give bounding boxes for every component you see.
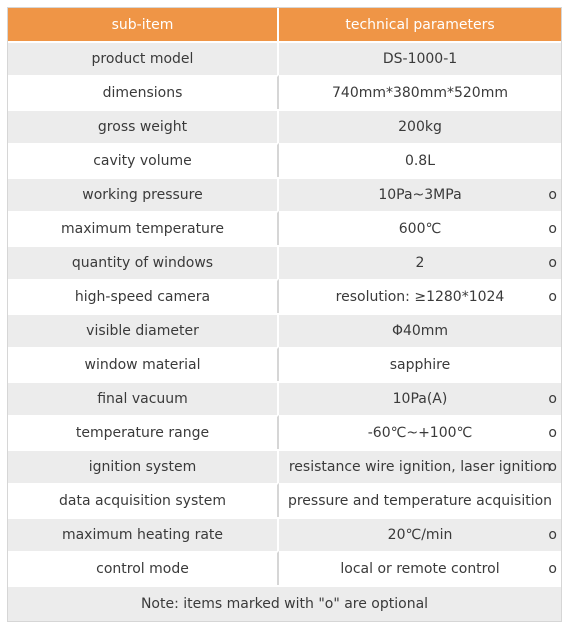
- row-label: maximum heating rate: [8, 517, 279, 551]
- row-label: control mode: [8, 551, 279, 585]
- row-value: -60℃~+100℃: [367, 425, 473, 441]
- optional-mark: o: [548, 289, 557, 305]
- row-label: visible diameter: [8, 313, 279, 347]
- row-value-cell: DS-1000-1: [279, 41, 561, 75]
- row-value: 740mm*380mm*520mm: [332, 85, 508, 101]
- row-label: maximum temperature: [8, 211, 279, 245]
- row-value: resistance wire ignition, laser ignition: [288, 459, 552, 475]
- optional-mark: o: [548, 527, 557, 543]
- row-label: dimensions: [8, 75, 279, 109]
- table-row: data acquisition system pressure and tem…: [8, 483, 561, 517]
- row-value-cell: local or remote control o: [279, 551, 561, 585]
- row-value-cell: 20℃/min o: [279, 517, 561, 551]
- table-row: maximum heating rate 20℃/min o: [8, 517, 561, 551]
- row-value: 10Pa~3MPa: [378, 187, 462, 203]
- row-label: ignition system: [8, 449, 279, 483]
- row-label: data acquisition system: [8, 483, 279, 517]
- row-value: sapphire: [389, 357, 451, 373]
- table-row: ignition system resistance wire ignition…: [8, 449, 561, 483]
- optional-mark: o: [548, 187, 557, 203]
- row-value-cell: 0.8L: [279, 143, 561, 177]
- row-label: working pressure: [8, 177, 279, 211]
- table-row: maximum temperature 600℃ o: [8, 211, 561, 245]
- table-row: window material sapphire: [8, 347, 561, 381]
- optional-mark: o: [548, 459, 557, 475]
- table-row: high-speed camera resolution: ≥1280*1024…: [8, 279, 561, 313]
- row-value: 0.8L: [404, 153, 436, 169]
- table-row: visible diameter Φ40mm: [8, 313, 561, 347]
- table-row: cavity volume 0.8L: [8, 143, 561, 177]
- table-row: dimensions 740mm*380mm*520mm: [8, 75, 561, 109]
- row-value: local or remote control: [340, 561, 500, 577]
- row-value-cell: 600℃ o: [279, 211, 561, 245]
- row-value-cell: -60℃~+100℃ o: [279, 415, 561, 449]
- optional-note: Note: items marked with "o" are optional: [8, 585, 561, 621]
- spec-body: product model DS-1000-1 dimensions 740mm…: [8, 41, 561, 621]
- row-label: high-speed camera: [8, 279, 279, 313]
- row-label: quantity of windows: [8, 245, 279, 279]
- optional-mark: o: [548, 255, 557, 271]
- table-row: control mode local or remote control o: [8, 551, 561, 585]
- row-label: cavity volume: [8, 143, 279, 177]
- table-row: product model DS-1000-1: [8, 41, 561, 75]
- row-label: gross weight: [8, 109, 279, 143]
- optional-mark: o: [548, 391, 557, 407]
- row-label: final vacuum: [8, 381, 279, 415]
- optional-mark: o: [548, 221, 557, 237]
- note-row: Note: items marked with "o" are optional: [8, 585, 561, 621]
- row-value: 20℃/min: [387, 527, 453, 543]
- row-value: Φ40mm: [391, 323, 449, 339]
- row-value: 10Pa(A): [392, 391, 448, 407]
- row-value-cell: resistance wire ignition, laser ignition…: [279, 449, 561, 483]
- row-value: DS-1000-1: [382, 51, 458, 67]
- row-label: temperature range: [8, 415, 279, 449]
- row-value-cell: 740mm*380mm*520mm: [279, 75, 561, 109]
- table-row: gross weight 200kg: [8, 109, 561, 143]
- header-sub-item: sub-item: [8, 8, 279, 41]
- row-value-cell: Φ40mm: [279, 313, 561, 347]
- row-value: resolution: ≥1280*1024: [335, 289, 505, 305]
- table-row: final vacuum 10Pa(A) o: [8, 381, 561, 415]
- optional-mark: o: [548, 425, 557, 441]
- header-row: sub-item technical parameters: [8, 8, 561, 41]
- row-value-cell: sapphire: [279, 347, 561, 381]
- optional-mark: o: [548, 561, 557, 577]
- row-value: 2: [415, 255, 425, 271]
- row-value-cell: 10Pa~3MPa o: [279, 177, 561, 211]
- spec-table: sub-item technical parameters product mo…: [7, 7, 562, 622]
- row-value: 200kg: [398, 119, 442, 135]
- row-value: 600℃: [398, 221, 442, 237]
- row-value-cell: pressure and temperature acquisition: [279, 483, 561, 517]
- row-value-cell: 200kg: [279, 109, 561, 143]
- row-value-cell: resolution: ≥1280*1024 o: [279, 279, 561, 313]
- row-value: pressure and temperature acquisition: [287, 493, 553, 509]
- row-label: window material: [8, 347, 279, 381]
- row-label: product model: [8, 41, 279, 75]
- table-row: working pressure 10Pa~3MPa o: [8, 177, 561, 211]
- header-technical-parameters: technical parameters: [279, 8, 561, 41]
- table-row: temperature range -60℃~+100℃ o: [8, 415, 561, 449]
- row-value-cell: 10Pa(A) o: [279, 381, 561, 415]
